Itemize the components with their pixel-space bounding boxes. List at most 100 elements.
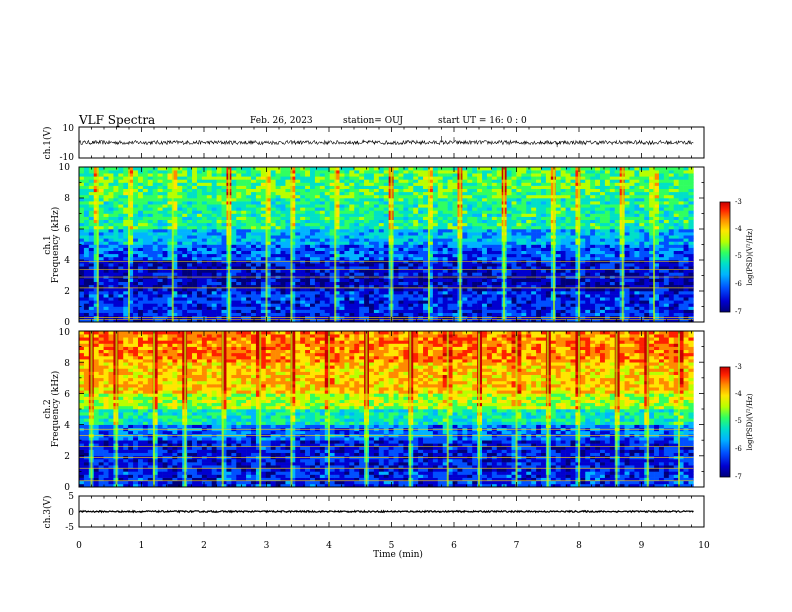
ch1-spectrogram-cell xyxy=(280,278,286,282)
ch1-spectrogram-cell xyxy=(560,300,566,304)
ch1-spectrogram-cell xyxy=(595,294,601,298)
ch1-spectrogram-cell xyxy=(452,269,458,273)
ch1-spectrogram-cell xyxy=(447,229,453,233)
ch1-spectrogram-cell xyxy=(683,309,689,313)
ch1-spectrogram-cell xyxy=(201,300,208,304)
ch1-spectrogram-cell xyxy=(260,238,267,242)
ch1-spectrogram-cell xyxy=(654,309,660,313)
ch1-spectrogram-cell xyxy=(624,256,630,261)
ch1-spectrogram-cell xyxy=(393,278,399,282)
ch1-spectrogram-cell xyxy=(378,303,385,307)
ch1-spectrogram-cell xyxy=(486,294,493,298)
ch1-spectrogram-cell xyxy=(236,213,242,217)
ch1-spectrogram-cell xyxy=(98,318,104,323)
ch1-spectrogram-cell xyxy=(314,229,321,233)
ch1-spectrogram-cell xyxy=(162,281,168,286)
ch1-spectrogram-cell xyxy=(334,318,340,323)
ch1-spectrogram-cell xyxy=(482,269,488,273)
ch1-spectrogram-cell xyxy=(349,291,355,295)
ch1-spectrogram-cell xyxy=(172,210,178,214)
ch1-spectrogram-cell xyxy=(280,266,286,270)
ch1-spectrogram-cell xyxy=(541,213,547,217)
ch1-spectrogram-cell xyxy=(162,204,168,208)
ch1-spectrogram-cell xyxy=(673,219,679,224)
ch1-spectrogram-cell xyxy=(427,294,434,298)
ch1-spectrogram-cell xyxy=(177,225,183,230)
ch1-spectrogram-cell xyxy=(157,250,163,255)
ch1-spectrogram-cell xyxy=(329,244,335,248)
ch1-spectrogram-cell xyxy=(241,300,247,304)
ch1-spectrogram-cell xyxy=(319,225,326,230)
ch1-spectrogram-cell xyxy=(472,244,478,248)
ch1-spectrogram-cell xyxy=(585,225,591,230)
ch1-spectrogram-cell xyxy=(383,232,389,236)
ch1-spectrogram-cell xyxy=(364,278,370,282)
ch1-spectrogram-cell xyxy=(324,269,330,273)
ch1-spectrogram-cell xyxy=(305,294,311,298)
ch1-spectrogram-cell xyxy=(545,272,552,276)
ch1-spectrogram-cell xyxy=(319,238,326,242)
ch1-spectrogram-cell xyxy=(79,222,85,227)
ch1-spectrogram-cell xyxy=(172,294,178,298)
ch1-x-ticks xyxy=(78,127,705,158)
ch1-spectrogram-cell xyxy=(368,201,375,205)
ch1-spectrogram-cell xyxy=(79,269,85,273)
ch1-spectrogram-cell xyxy=(442,216,448,220)
ch1-spectrogram-cell xyxy=(147,269,154,273)
ch1-spectrogram-cell xyxy=(280,291,286,295)
ch1-spectrogram-cell xyxy=(93,303,99,307)
ch1-spectrogram-cell xyxy=(585,294,591,298)
ch1-spectrogram-cell xyxy=(221,247,227,251)
ch1-spectrogram-cell xyxy=(344,309,350,313)
ch1-spectrogram-cell xyxy=(83,318,90,323)
ch1-spectrogram-cell xyxy=(413,284,419,289)
ch1-spectrogram-cell xyxy=(88,213,95,217)
ch1-spectrogram-cell xyxy=(634,263,640,267)
ch1-spectrogram-cell xyxy=(595,287,601,292)
ch1-spectrogram-cell xyxy=(196,213,203,217)
ch1-spectrogram-cell xyxy=(290,294,296,298)
ch1-spectrogram-cell xyxy=(103,272,109,276)
ch1-spectrogram-cell xyxy=(531,219,537,224)
ch1-spectrogram-cell xyxy=(521,272,527,276)
ch1-spectrogram-cell xyxy=(423,318,429,323)
ch1-spectrogram-cell xyxy=(516,306,522,310)
ch1-spectrogram-cell xyxy=(167,297,173,301)
ch1-spectrogram-cell xyxy=(305,284,311,289)
ch1-spectrogram-cell xyxy=(231,269,237,273)
ch1-spectrogram-cell xyxy=(167,225,173,230)
ch1-spectrogram-cell xyxy=(427,241,434,245)
ch1-spectrogram-cell xyxy=(649,266,655,270)
ch1-spectrogram-cell xyxy=(609,225,616,230)
ch1-spectrogram-cell xyxy=(413,244,419,248)
ch1-spectrogram-cell xyxy=(654,250,660,255)
ch1-spectrogram-cell xyxy=(545,250,552,255)
ch1-spectrogram-cell xyxy=(255,269,262,273)
ch1-spectrogram-cell xyxy=(310,235,316,239)
ch1-spectrogram-cell xyxy=(398,303,404,307)
ch1-spectrogram-cell xyxy=(334,278,340,282)
ch1-spectrogram-cell xyxy=(496,225,502,230)
ch1-spectrogram-cell xyxy=(368,247,375,251)
ch1-spectrogram-cell xyxy=(486,241,493,245)
ch1-spectrogram-cell xyxy=(172,222,178,227)
ch1-spectrogram-cell xyxy=(290,278,296,282)
ch1-spectrogram-cell xyxy=(206,269,212,273)
ch1-spectrogram-cell xyxy=(526,281,532,286)
ch1-spectrogram-cell xyxy=(142,309,149,313)
ch1-spectrogram-cell xyxy=(467,229,473,233)
ch1-spectrogram-cell xyxy=(609,204,616,208)
ch1-spectrogram-cell xyxy=(477,213,483,217)
ch1-spectrogram-cell xyxy=(354,297,360,301)
ch1-spectrogram-cell xyxy=(157,204,163,208)
ch1-spectrogram-cell xyxy=(177,204,183,208)
ch1-spectrogram-cell xyxy=(658,235,665,239)
ch1-spectrogram-cell xyxy=(123,210,129,214)
ch1-spectrogram-cell xyxy=(673,207,679,211)
ch1-spectrogram-cell xyxy=(496,287,502,292)
ch1-spectrogram-cell xyxy=(678,300,684,304)
ch1-spectrogram-cell xyxy=(555,297,561,301)
ch1-spectrogram-cell xyxy=(177,247,183,251)
ch1-spectrogram-cell xyxy=(477,269,483,273)
ch1-spectrogram-cell xyxy=(639,219,645,224)
